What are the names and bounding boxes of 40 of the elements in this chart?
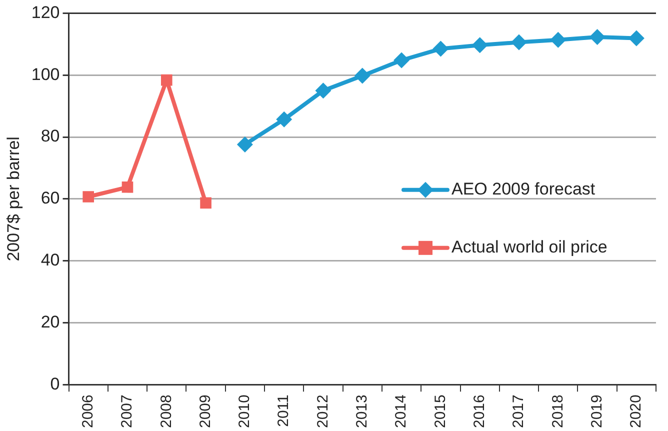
y-tick-label: 0 xyxy=(50,374,60,394)
x-tick-label: 2014 xyxy=(392,394,410,428)
x-tick-label: 2013 xyxy=(354,394,371,428)
point xyxy=(432,40,449,57)
x-tick-label: 2016 xyxy=(470,394,488,428)
point xyxy=(354,68,370,84)
x-tick-label: 2017 xyxy=(510,394,528,428)
y-axis-title: 2007$ per barrel xyxy=(4,136,23,262)
x-tick-label: 2018 xyxy=(549,394,566,428)
point xyxy=(82,191,94,202)
x-tick-label: 2020 xyxy=(628,394,645,428)
point xyxy=(160,74,172,86)
y-tick-label: 60 xyxy=(40,188,60,208)
y-tick-label: 20 xyxy=(40,312,60,332)
legend-label: Actual world oil price xyxy=(451,238,608,257)
x-tick-label: 2011 xyxy=(275,394,292,427)
point xyxy=(628,30,644,46)
x-tick-label: 2015 xyxy=(432,394,449,428)
x-tick-label: 2019 xyxy=(588,394,606,428)
x-tick-label: 2010 xyxy=(236,394,254,428)
x-tick-label: 2008 xyxy=(158,394,175,428)
point xyxy=(510,34,527,50)
y-tick-label: 80 xyxy=(40,126,60,146)
y-tick-label: 100 xyxy=(31,64,60,84)
y-tick-label: 40 xyxy=(40,250,60,270)
point xyxy=(236,136,253,152)
y-tick-label: 120 xyxy=(31,2,60,22)
point xyxy=(550,32,566,48)
point xyxy=(200,197,212,209)
point xyxy=(394,52,410,68)
x-tick-label: 2009 xyxy=(196,394,214,428)
point xyxy=(472,37,488,54)
point xyxy=(276,111,292,128)
point xyxy=(122,181,134,193)
legend-label: AEO 2009 forecast xyxy=(451,180,596,199)
x-tick-label: 2012 xyxy=(314,394,332,428)
point xyxy=(315,82,332,99)
x-tick-label: 2006 xyxy=(79,394,96,428)
point xyxy=(589,29,606,46)
x-tick-label: 2007 xyxy=(118,394,136,428)
